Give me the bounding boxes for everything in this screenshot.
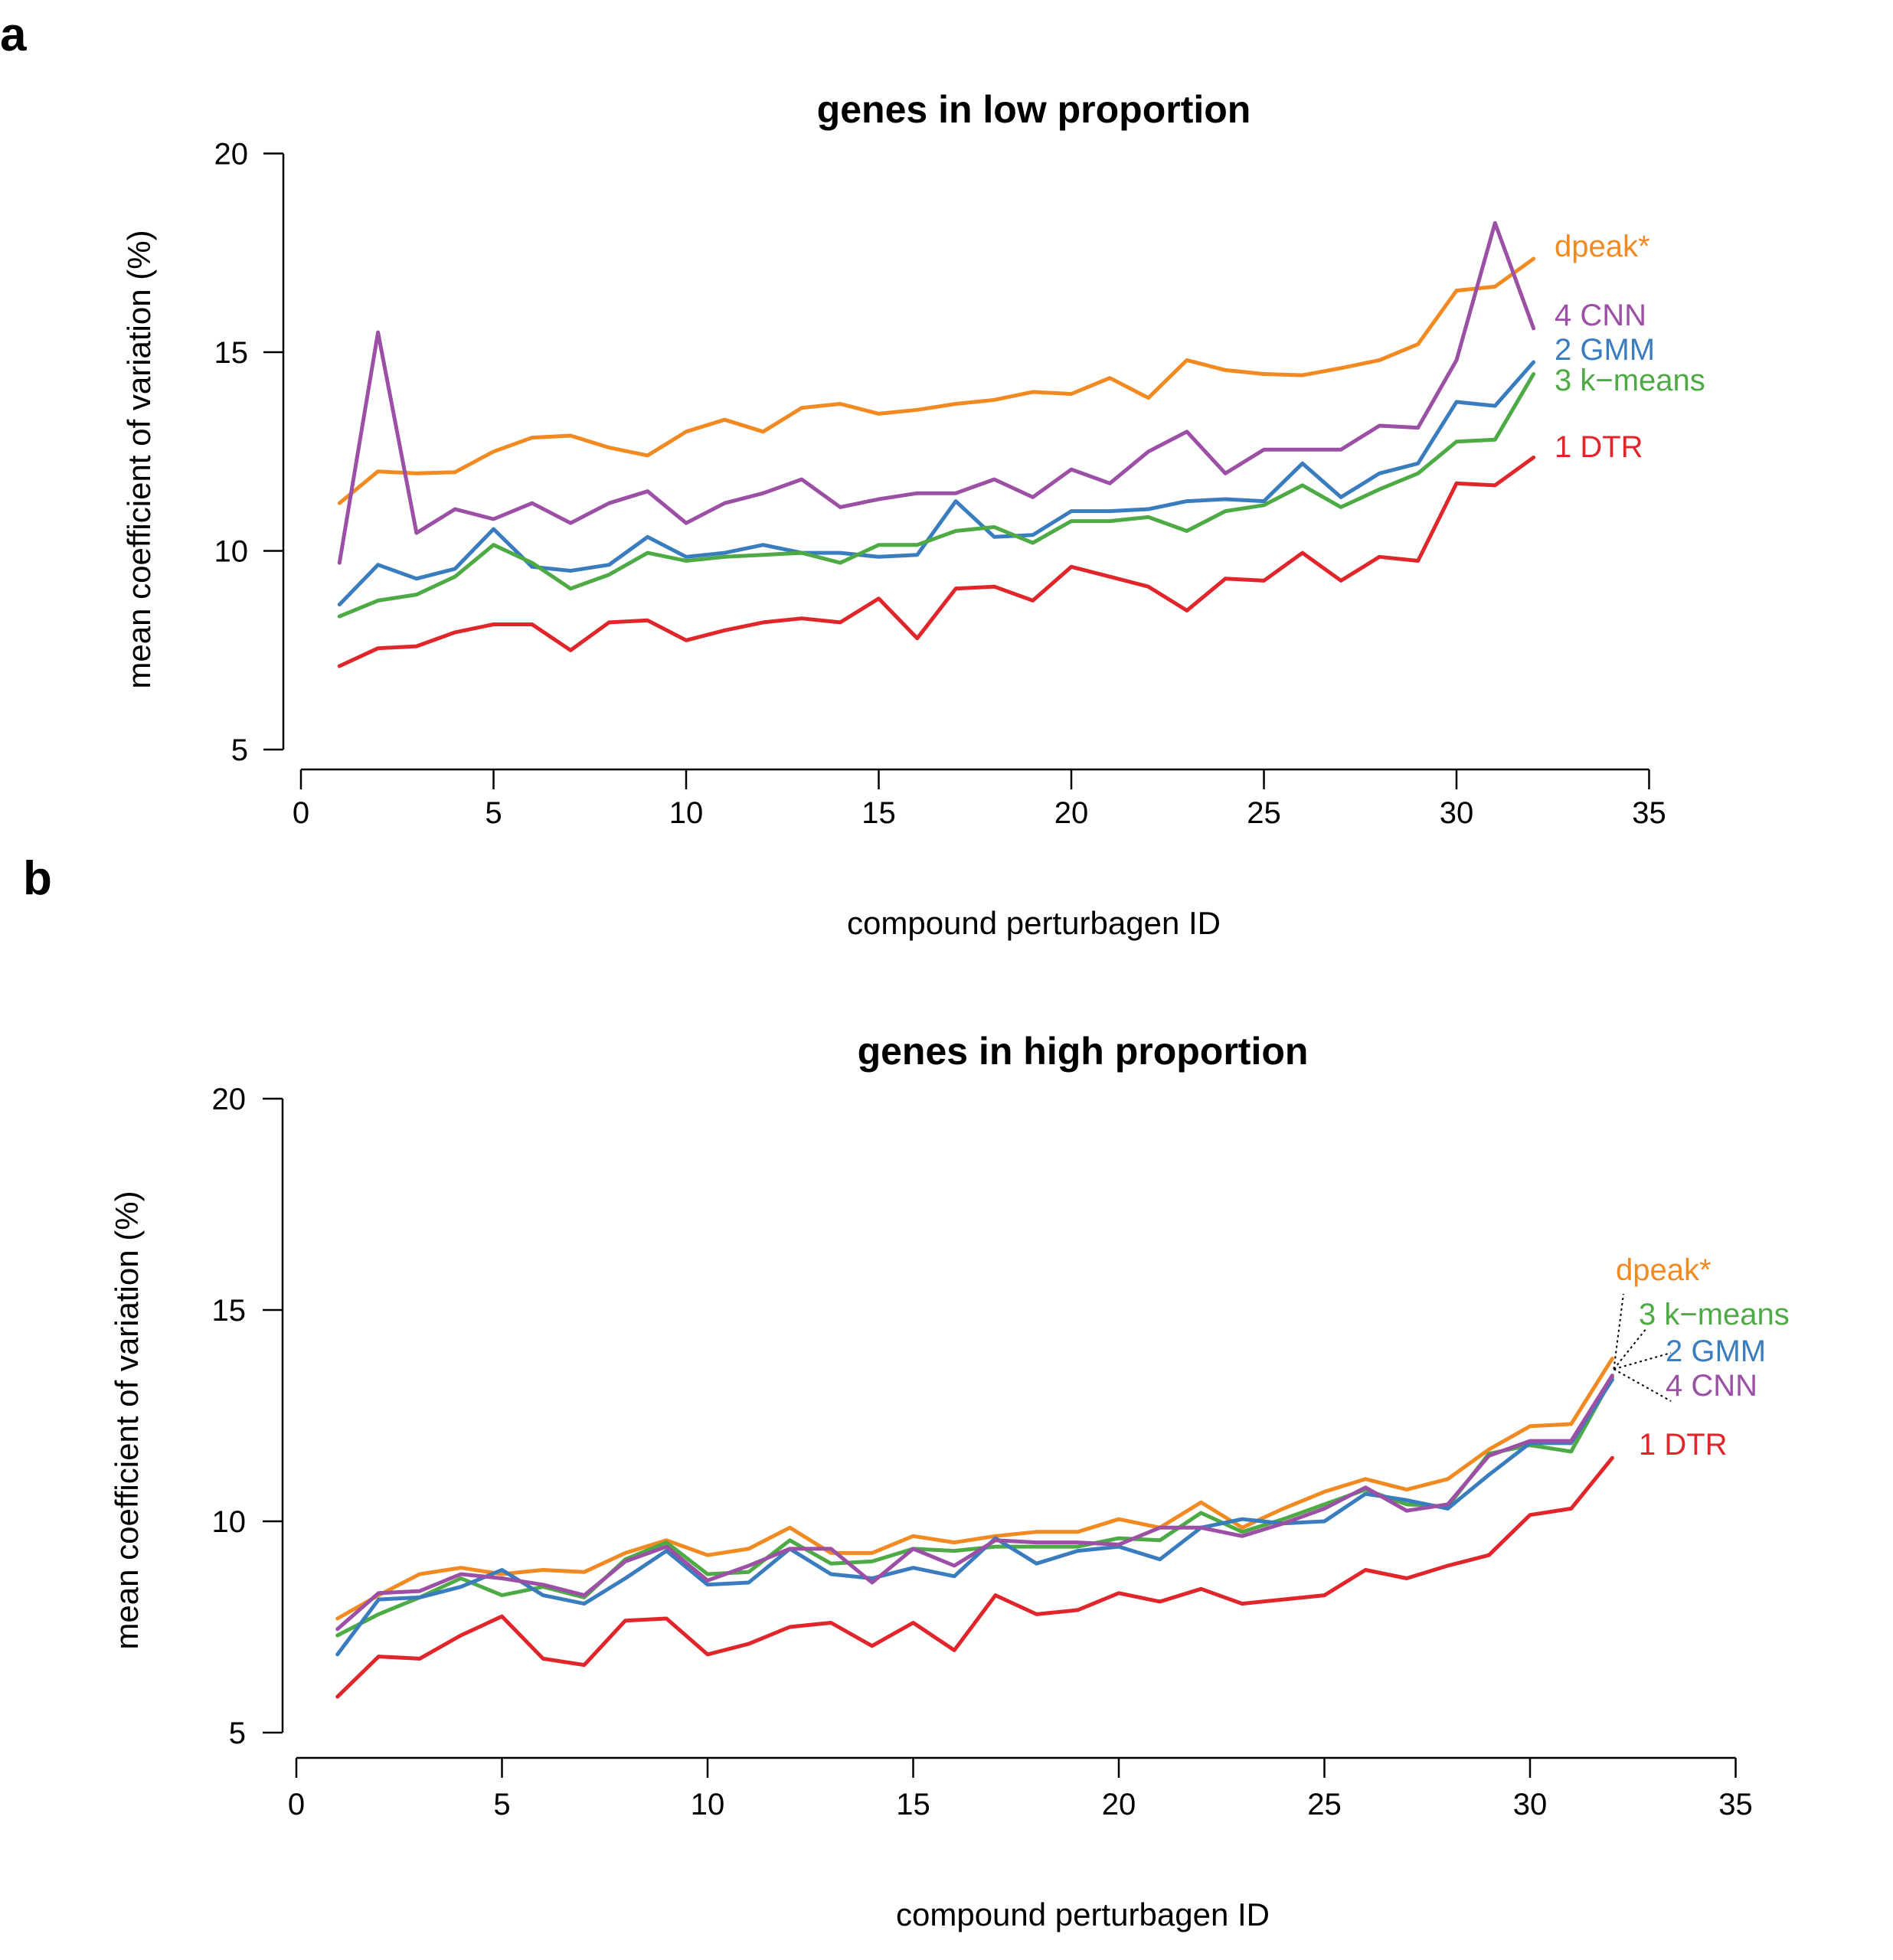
leader-line bbox=[1613, 1368, 1672, 1402]
series-line-4-cnn bbox=[335, 1374, 1614, 1632]
y-tick-label: 10 bbox=[214, 535, 249, 569]
x-tick-label: 25 bbox=[1307, 1788, 1342, 1821]
series-label-dpeak: dpeak* bbox=[1616, 1253, 1712, 1287]
panel-letter-a: a bbox=[0, 8, 27, 61]
x-axis-label: compound perturbagen ID bbox=[896, 1896, 1270, 1932]
x-tick-label: 30 bbox=[1513, 1788, 1548, 1821]
series-line-4-cnn bbox=[337, 220, 1536, 565]
x-tick-label: 20 bbox=[1102, 1788, 1136, 1821]
chart-title: genes in low proportion bbox=[817, 88, 1251, 131]
series-line-1-dtr bbox=[335, 1455, 1614, 1699]
y-tick-label: 5 bbox=[231, 733, 248, 767]
y-tick-label: 5 bbox=[229, 1717, 246, 1750]
chart-low-proportion: genes in low proportion compound perturb… bbox=[121, 88, 1705, 941]
series-line-1-dtr bbox=[337, 456, 1536, 668]
series-label-1-dtr: 1 DTR bbox=[1555, 430, 1643, 464]
x-tick-label: 5 bbox=[493, 1788, 510, 1821]
plot-area bbox=[335, 1357, 1614, 1699]
x-tick-label: 25 bbox=[1247, 796, 1281, 830]
x-axis-label: compound perturbagen ID bbox=[847, 905, 1221, 941]
series-label-4-cnn: 4 CNN bbox=[1666, 1369, 1757, 1403]
x-tick-label: 15 bbox=[896, 1788, 930, 1821]
series-label-2-gmm: 2 GMM bbox=[1666, 1334, 1766, 1368]
series-line-3-k-means bbox=[335, 1375, 1614, 1638]
chart-high-proportion: genes in high proportion compound pertur… bbox=[109, 1030, 1790, 1932]
x-tick-label: 0 bbox=[293, 796, 309, 830]
series-label-3-k-means: 3 k−means bbox=[1639, 1298, 1790, 1331]
x-tick-label: 5 bbox=[485, 796, 502, 830]
series-label-dpeak: dpeak* bbox=[1555, 230, 1650, 263]
series-line-dpeak bbox=[335, 1357, 1614, 1621]
y-axis-label: mean coefficient of variation (%) bbox=[109, 1191, 145, 1649]
series-line-2-gmm bbox=[337, 360, 1536, 607]
chart-title: genes in high proportion bbox=[858, 1030, 1309, 1073]
plot-area bbox=[337, 220, 1536, 668]
y-tick-label: 15 bbox=[212, 1294, 247, 1328]
axes: 0 5 10 15 20 25 30 35 5 10 15 20 bbox=[212, 1083, 1753, 1821]
x-tick-label: 35 bbox=[1632, 796, 1666, 830]
x-tick-label: 10 bbox=[669, 796, 704, 830]
y-axis-label: mean coefficient of variation (%) bbox=[121, 230, 157, 688]
x-tick-label: 10 bbox=[691, 1788, 725, 1821]
leader-line bbox=[1613, 1293, 1624, 1370]
axes: 0 5 10 15 20 25 30 35 5 10 15 20 bbox=[214, 138, 1666, 831]
y-tick-label: 20 bbox=[212, 1083, 247, 1116]
series-label-4-cnn: 4 CNN bbox=[1555, 299, 1646, 332]
series-label-2-gmm: 2 GMM bbox=[1555, 333, 1655, 367]
x-tick-label: 35 bbox=[1718, 1788, 1753, 1821]
leader-line bbox=[1613, 1328, 1647, 1370]
y-tick-label: 15 bbox=[214, 336, 249, 370]
series-line-3-k-means bbox=[337, 372, 1536, 619]
series-line-2-gmm bbox=[335, 1377, 1614, 1657]
leader-line bbox=[1613, 1352, 1672, 1370]
x-tick-label: 0 bbox=[288, 1788, 305, 1821]
panel-letter-b: b bbox=[23, 852, 52, 905]
x-tick-label: 20 bbox=[1054, 796, 1089, 830]
x-tick-label: 15 bbox=[861, 796, 896, 830]
y-tick-label: 10 bbox=[212, 1505, 247, 1539]
series-label-3-k-means: 3 k−means bbox=[1555, 364, 1705, 397]
y-tick-label: 20 bbox=[214, 138, 249, 172]
x-tick-label: 30 bbox=[1440, 796, 1474, 830]
series-line-dpeak bbox=[337, 256, 1536, 505]
series-label-1-dtr: 1 DTR bbox=[1639, 1428, 1728, 1462]
